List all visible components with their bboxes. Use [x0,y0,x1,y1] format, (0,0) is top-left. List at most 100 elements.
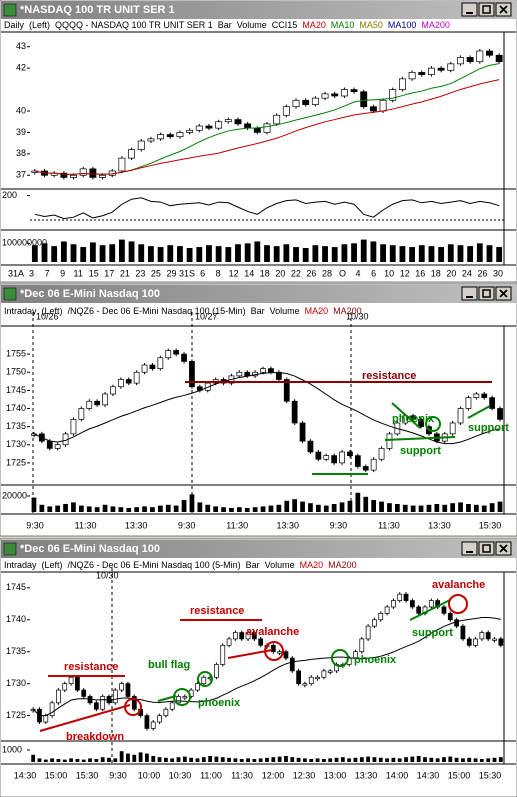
volume-bar [195,758,200,762]
candle [54,444,61,449]
candle [224,119,232,123]
volume-bar [173,505,179,512]
volume-bar [496,247,503,262]
candle [144,715,150,729]
volume-bar [467,757,472,762]
volume-bar [351,243,357,262]
x-tick-label: 12 [400,268,410,278]
volume-bar [404,757,408,762]
candle [473,638,478,646]
window-buttons[interactable] [461,541,512,556]
volume-bar [402,504,408,512]
volume-bar [435,758,440,762]
x-tick-label: 26 [477,268,487,278]
window-buttons[interactable] [461,286,512,301]
volume-bar [284,500,290,512]
volume-bar [497,501,503,512]
chart-header: Intraday (Left) /NQZ6 - Dec 06 E-Mini Nasd… [4,306,362,316]
volume-bar [416,756,421,762]
candle [323,455,330,460]
window-buttons[interactable] [461,2,512,17]
volume-bar [323,505,329,512]
candle [327,670,333,673]
volume-bar [387,503,392,512]
header-item: Volume [237,20,267,30]
candle [378,448,385,460]
volume-bar [321,759,326,762]
header-item: (Left) [29,20,50,30]
candle [360,91,368,108]
volume-bar [70,244,77,262]
volume-bar [138,244,145,262]
candle [94,400,101,406]
candle [476,50,484,63]
candle [149,364,156,369]
candle [112,689,118,704]
candle [340,89,348,97]
volume-bar [466,504,471,512]
volume-bar [434,504,440,512]
volume-bar [385,758,389,762]
candle [125,683,131,697]
volume-bar [273,246,280,262]
candle [133,371,140,384]
volume-bar [473,758,478,762]
candle [307,440,314,453]
volume-bar [347,500,353,512]
candle [195,683,200,691]
volume-bar [309,759,314,762]
candle [331,93,339,97]
volume-bar [372,757,377,762]
volume-bar [225,247,232,262]
volume-bar [339,502,345,512]
volume-bar [157,247,164,262]
x-tick-label: 8 [216,268,221,278]
volume-bar [236,507,242,512]
header-item: Volume [265,560,295,570]
volume-bar [448,756,453,762]
x-tick-label: 12 [229,268,239,278]
annotation: resistance [190,605,244,617]
volume-bar [258,758,263,762]
volume-bar [181,500,187,512]
date-label: 10/26 [36,311,59,321]
window-title: *NASDAQ 100 TR UNIT SER 1 [20,4,175,16]
volume-bar [47,506,53,512]
candle [157,715,162,723]
candle [99,174,106,178]
x-tick-label: 11:00 [200,770,222,780]
candle [391,600,396,608]
volume-bar [221,507,226,512]
header-item: /NQZ6 - Dec 06 E-Mini Nasdaq 100 (5-Min) [68,560,241,570]
y-tick-label: 1740 [6,403,26,413]
candle [128,149,136,159]
candle [489,397,496,409]
volume-bar [182,756,187,762]
volume-bar [118,507,124,512]
volume-bar [410,756,415,762]
volume-bar [31,245,38,262]
annotation: avalanche [432,579,485,591]
x-tick-label: 17 [104,268,114,278]
candle [157,134,165,140]
candle [384,606,390,614]
candle [251,632,257,640]
y-tick-label: 1745 [6,385,26,395]
candle [409,600,415,608]
candle [125,379,132,384]
y-tick-label: 42 [16,63,26,73]
volume-bar [69,758,73,762]
date-label: 10/30 [346,311,369,321]
volume-bar [165,504,171,512]
y-tick-label: 1740 [6,614,26,624]
volume-bar [271,757,276,762]
y-tick-label: 37 [16,170,26,180]
candle [260,368,266,373]
candle [302,99,310,105]
candle [403,593,409,601]
annotation: avalanche [246,626,299,638]
volume-bar [334,757,339,762]
volume-bar [229,508,234,512]
volume-bar [276,504,282,512]
header-item: Intraday [4,560,37,570]
